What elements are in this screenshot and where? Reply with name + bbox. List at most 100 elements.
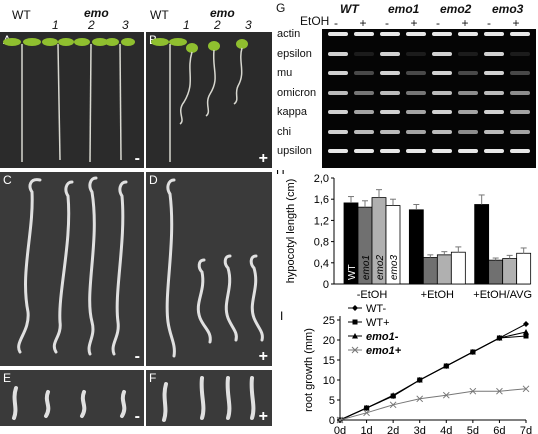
triangle-marker xyxy=(390,392,397,398)
x-tick-label: 4d xyxy=(440,425,452,434)
square-marker xyxy=(523,333,529,339)
category-label: -EtOH xyxy=(357,289,388,301)
legend-label: emo1+ xyxy=(366,345,402,357)
gel-band xyxy=(458,51,478,56)
gel-band xyxy=(432,129,452,134)
series-2 xyxy=(337,329,529,423)
panel-f-close-up-photo: F + xyxy=(146,370,272,426)
gel-band xyxy=(458,149,478,153)
gel-band xyxy=(510,90,530,95)
diamond-marker xyxy=(352,305,358,311)
gel-band xyxy=(406,32,426,36)
gel-treatment-label: EtOH xyxy=(300,14,330,28)
gel-band xyxy=(406,110,426,114)
bar xyxy=(474,204,490,285)
gel-line-wt: WT xyxy=(340,2,359,16)
category-label: +EtOH xyxy=(421,289,454,301)
gel-lane-sign: + xyxy=(410,16,418,30)
panel-a-seedlings-photo: A - xyxy=(0,32,144,168)
panel-c-etiolated-photo: C - xyxy=(0,172,144,366)
gel-gene-label: omicron xyxy=(277,86,317,99)
gel-gene-label: mu xyxy=(277,67,293,79)
panel-f-treatment-sign: + xyxy=(258,408,268,425)
gel-band xyxy=(380,71,400,75)
gel-band xyxy=(328,110,348,114)
gel-band xyxy=(406,129,426,134)
gel-band xyxy=(354,71,374,75)
gel-lane-sign: + xyxy=(512,16,520,30)
panel-c-letter: C xyxy=(3,173,12,187)
panel-a-seedlings xyxy=(3,38,135,163)
gel-band xyxy=(406,149,426,153)
gel-band xyxy=(380,51,400,56)
gel-gene-label: actin xyxy=(277,28,301,40)
gel-band xyxy=(328,90,348,95)
gel-band xyxy=(380,129,400,134)
gel-band xyxy=(354,90,374,95)
gel-gene-label: chi xyxy=(277,125,292,138)
legend-label: WT- xyxy=(366,303,386,315)
panel-b-emo-label: emo xyxy=(210,6,235,20)
x-tick-label: 5d xyxy=(467,425,479,434)
x-tick-label: 1d xyxy=(360,425,372,434)
gel-lane-sign: - xyxy=(436,16,440,30)
panel-e-seedlings xyxy=(12,386,127,420)
gel-band xyxy=(354,51,374,56)
panel-a-wt-label: WT xyxy=(12,8,31,22)
x-tick-label: 2d xyxy=(387,425,399,434)
triangle-marker xyxy=(363,405,370,411)
gel-lane-sign: + xyxy=(461,16,469,30)
x-tick-label: 6d xyxy=(493,425,505,434)
gel-band xyxy=(354,110,374,114)
gel-band xyxy=(432,110,452,114)
gel-band xyxy=(354,129,374,134)
gel-lane-sign: - xyxy=(334,16,338,30)
cross-marker xyxy=(496,387,503,395)
panel-b-num-3: 3 xyxy=(245,18,252,32)
gel-band xyxy=(432,149,452,153)
gel-band xyxy=(510,149,530,153)
gel-band xyxy=(328,32,348,36)
y-tick-label: 0,4 xyxy=(314,258,329,270)
bar xyxy=(436,254,452,285)
square-marker xyxy=(352,319,358,325)
bar xyxy=(422,257,438,285)
panel-a-emo-label: emo xyxy=(84,6,109,20)
y-tick-label: 0,8 xyxy=(314,237,329,249)
triangle-marker xyxy=(523,329,529,335)
panel-d-treatment-sign: + xyxy=(258,348,268,365)
panel-e-close-up-photo: E - xyxy=(0,370,144,426)
gel-band xyxy=(510,32,530,36)
legend-label: emo1- xyxy=(366,331,399,343)
gel-band xyxy=(458,90,478,95)
bar xyxy=(516,252,532,285)
gel-band xyxy=(432,51,452,56)
gel-band xyxy=(484,129,504,134)
bar xyxy=(488,259,504,285)
gel-band xyxy=(380,32,400,36)
cross-marker xyxy=(442,391,450,399)
gel-line-emo1: emo1 xyxy=(388,2,420,16)
gel-band xyxy=(510,51,530,56)
series-label: emo3 xyxy=(389,255,400,280)
gel-band xyxy=(484,32,504,36)
y-axis-label: root growth (mm) xyxy=(303,328,315,412)
gel-band xyxy=(328,129,348,134)
panel-b-seedlings xyxy=(151,38,248,162)
panel-b-wt-label: WT xyxy=(150,8,169,22)
gel-band xyxy=(432,90,452,95)
diamond-marker xyxy=(523,321,529,327)
panel-i-letter: I xyxy=(280,309,283,323)
y-tick-label: 5 xyxy=(329,395,335,407)
gel-band xyxy=(458,129,478,134)
panel-e-treatment-sign: - xyxy=(134,408,140,425)
panel-a-num-1: 1 xyxy=(52,18,59,32)
series-label: emo2 xyxy=(375,255,386,280)
y-tick-label: 15 xyxy=(323,355,335,367)
gel-lane-sign: - xyxy=(385,16,389,30)
gel-band xyxy=(432,71,452,75)
cross-marker xyxy=(416,395,424,403)
y-tick-label: 25 xyxy=(323,315,335,327)
gel-band xyxy=(484,90,504,95)
panel-b-num-1: 1 xyxy=(183,18,190,32)
